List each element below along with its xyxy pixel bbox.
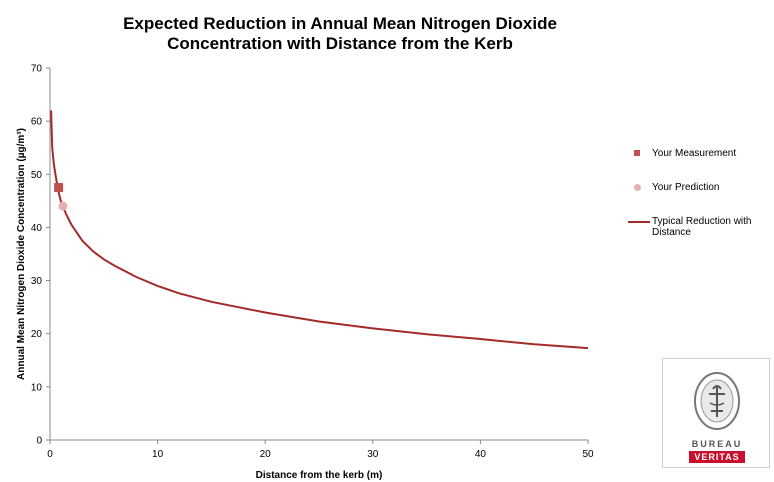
bureau-veritas-logo: BUREAU VERITAS	[662, 358, 770, 468]
x-tick-label: 50	[582, 449, 594, 460]
y-tick-label: 60	[31, 117, 43, 128]
x-tick-label: 40	[475, 449, 487, 460]
y-tick-label: 20	[31, 329, 43, 340]
y-tick-label: 0	[36, 436, 42, 447]
x-tick-label: 0	[47, 449, 53, 460]
y-tick-label: 10	[31, 382, 43, 393]
x-axis-label: Distance from the kerb (m)	[256, 470, 383, 481]
logo-word-veritas: VERITAS	[689, 451, 745, 463]
y-tick-label: 40	[31, 223, 43, 234]
y-tick-label: 50	[31, 170, 43, 181]
legend-swatch-typical-reduction	[628, 221, 650, 223]
legend-swatch-measurement	[634, 150, 640, 156]
x-tick-label: 10	[152, 449, 164, 460]
x-tick-label: 30	[367, 449, 379, 460]
logo-word-bureau: BUREAU	[691, 439, 743, 449]
y-tick-label: 30	[31, 276, 43, 287]
x-tick-label: 20	[260, 449, 272, 460]
legend-label-measurement: Your Measurement	[652, 148, 737, 159]
legend-swatch-prediction	[634, 184, 641, 191]
chart-title-line-2: Concentration with Distance from the Ker…	[167, 34, 513, 53]
legend-label-typical-reduction: Typical Reduction with Distance	[652, 216, 752, 238]
y-tick-label: 70	[31, 64, 43, 75]
series-line-typical-reduction	[50, 110, 589, 350]
legend-label-prediction: Your Prediction	[652, 182, 720, 193]
y-axis-label: Annual Mean Nitrogen Dioxide Concentrati…	[16, 128, 27, 380]
logo-seal-icon	[694, 372, 740, 430]
data-point-measurement	[54, 183, 64, 193]
chart-title-line-1: Expected Reduction in Annual Mean Nitrog…	[123, 14, 557, 33]
data-point-prediction	[58, 201, 68, 211]
